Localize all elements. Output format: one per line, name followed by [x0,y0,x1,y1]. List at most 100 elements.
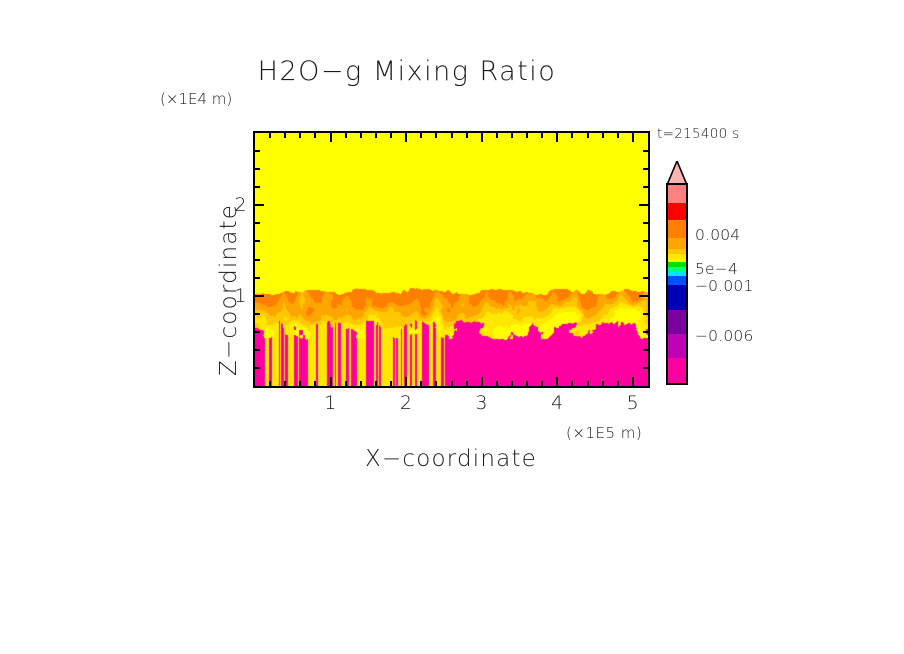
y-minor-tick-right [643,259,648,261]
x-minor-tick-bottom [435,381,437,386]
plot-area [253,131,650,388]
y-minor-tick-left [255,277,260,279]
y-minor-tick-left [255,150,260,152]
x-major-tick-bottom [330,377,332,386]
x-minor-tick-bottom [511,381,513,386]
y-minor-tick-left [255,313,260,315]
y-minor-tick-right [643,186,648,188]
y-minor-tick-left [255,331,260,333]
x-minor-tick-top [511,133,513,138]
x-major-tick-bottom [556,377,558,386]
y-major-tick-right [639,295,648,297]
y-minor-tick-left [255,259,260,261]
x-tick-label: 1 [324,392,337,414]
y-minor-tick-right [643,367,648,369]
x-minor-tick-top [390,133,392,138]
time-annotation: t=215400 s [657,126,740,142]
y-minor-tick-left [255,168,260,170]
colorbar-band [668,267,686,272]
colorbar-band [668,237,686,250]
x-major-tick-top [481,133,483,142]
colorbar-tick-label: −0.006 [695,327,754,345]
x-minor-tick-top [314,133,316,138]
colorbar-band [668,185,686,204]
x-minor-tick-top [617,133,619,138]
colorbar-band [668,271,686,277]
x-minor-tick-top [375,133,377,138]
x-minor-tick-bottom [360,381,362,386]
y-major-tick-right [639,204,648,206]
x-minor-tick-top [526,133,528,138]
x-major-tick-top [556,133,558,142]
y-minor-tick-left [255,222,260,224]
x-minor-tick-bottom [269,381,271,386]
y-minor-tick-right [643,240,648,242]
y-minor-tick-left [255,367,260,369]
x-tick-label: 4 [551,392,564,414]
colorbar-tick-label: −0.001 [695,277,754,295]
x-major-tick-top [330,133,332,142]
x-minor-tick-bottom [496,381,498,386]
colorbar[interactable] [666,183,688,385]
y-minor-tick-right [643,168,648,170]
contour-field [255,133,648,386]
x-major-tick-top [632,133,634,142]
x-minor-tick-bottom [420,381,422,386]
x-minor-tick-bottom [390,381,392,386]
x-minor-tick-top [496,133,498,138]
y-minor-tick-right [643,150,648,152]
x-minor-tick-bottom [617,381,619,386]
x-minor-tick-top [345,133,347,138]
x-major-tick-bottom [481,377,483,386]
colorbar-band [668,357,686,384]
colorbar-band [668,262,686,268]
colorbar-band [668,220,686,239]
x-minor-tick-top [360,133,362,138]
x-tick-label: 2 [399,392,413,414]
y-minor-tick-left [255,240,260,242]
colorbar-band [668,202,686,221]
colorbar-band [668,258,686,263]
x-minor-tick-bottom [571,381,573,386]
colorbar-arrow-icon [666,161,688,185]
x-minor-tick-bottom [541,381,543,386]
y-minor-tick-right [643,313,648,315]
x-tick-label: 5 [626,392,640,414]
x-minor-tick-top [587,133,589,138]
x-major-tick-bottom [405,377,407,386]
colorbar-band [668,253,686,259]
y-minor-tick-left [255,186,260,188]
chart-title-text: H2O−g Mixing Ratio [257,56,557,87]
x-minor-tick-top [284,133,286,138]
x-axis-title: X−coordinate [0,446,904,472]
x-minor-tick-bottom [602,381,604,386]
y-minor-tick-right [643,222,648,224]
x-minor-tick-top [541,133,543,138]
y-minor-tick-right [643,349,648,351]
x-minor-tick-bottom [451,381,453,386]
x-minor-tick-top [299,133,301,138]
x-minor-tick-top [466,133,468,138]
y-major-tick-left [255,295,264,297]
y-minor-tick-right [643,331,648,333]
colorbar-band [668,248,686,255]
x-minor-tick-bottom [466,381,468,386]
x-minor-tick-top [602,133,604,138]
x-minor-tick-top [451,133,453,138]
x-minor-tick-top [571,133,573,138]
x-axis-units-label: (×1E5 m) [566,424,643,442]
x-minor-tick-top [269,133,271,138]
colorbar-band [668,276,686,286]
y-minor-tick-right [643,277,648,279]
x-minor-tick-bottom [375,381,377,386]
x-minor-tick-bottom [299,381,301,386]
colorbar-band [668,333,686,358]
colorbar-band [668,310,686,335]
x-minor-tick-bottom [345,381,347,386]
y-tick-label: 2 [234,194,247,217]
x-tick-label: 3 [475,392,489,414]
x-minor-tick-bottom [526,381,528,386]
colorbar-tick-label: 5e−4 [695,260,739,278]
x-minor-tick-bottom [314,381,316,386]
